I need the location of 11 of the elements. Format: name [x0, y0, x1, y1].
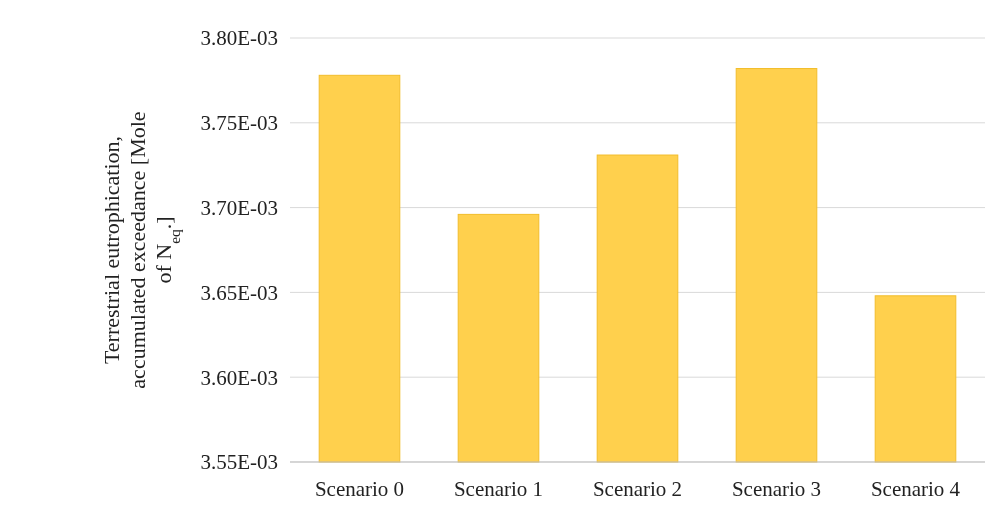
y-tick-label: 3.60E-03: [200, 365, 278, 390]
y-tick-label: 3.80E-03: [200, 26, 278, 51]
y-tick-label: 3.55E-03: [200, 450, 278, 475]
y-tick-label: 3.65E-03: [200, 280, 278, 305]
x-tick-label: Scenario 1: [453, 477, 544, 501]
y-tick-label: 3.70E-03: [200, 195, 278, 220]
x-tick-label: Scenario 3: [731, 477, 822, 501]
y-tick-label: 3.75E-03: [200, 111, 278, 136]
x-tick-label: Scenario 2: [592, 477, 683, 501]
x-tick-label: Scenario 0: [314, 477, 405, 501]
x-tick-label: Scenario 4: [870, 477, 961, 501]
